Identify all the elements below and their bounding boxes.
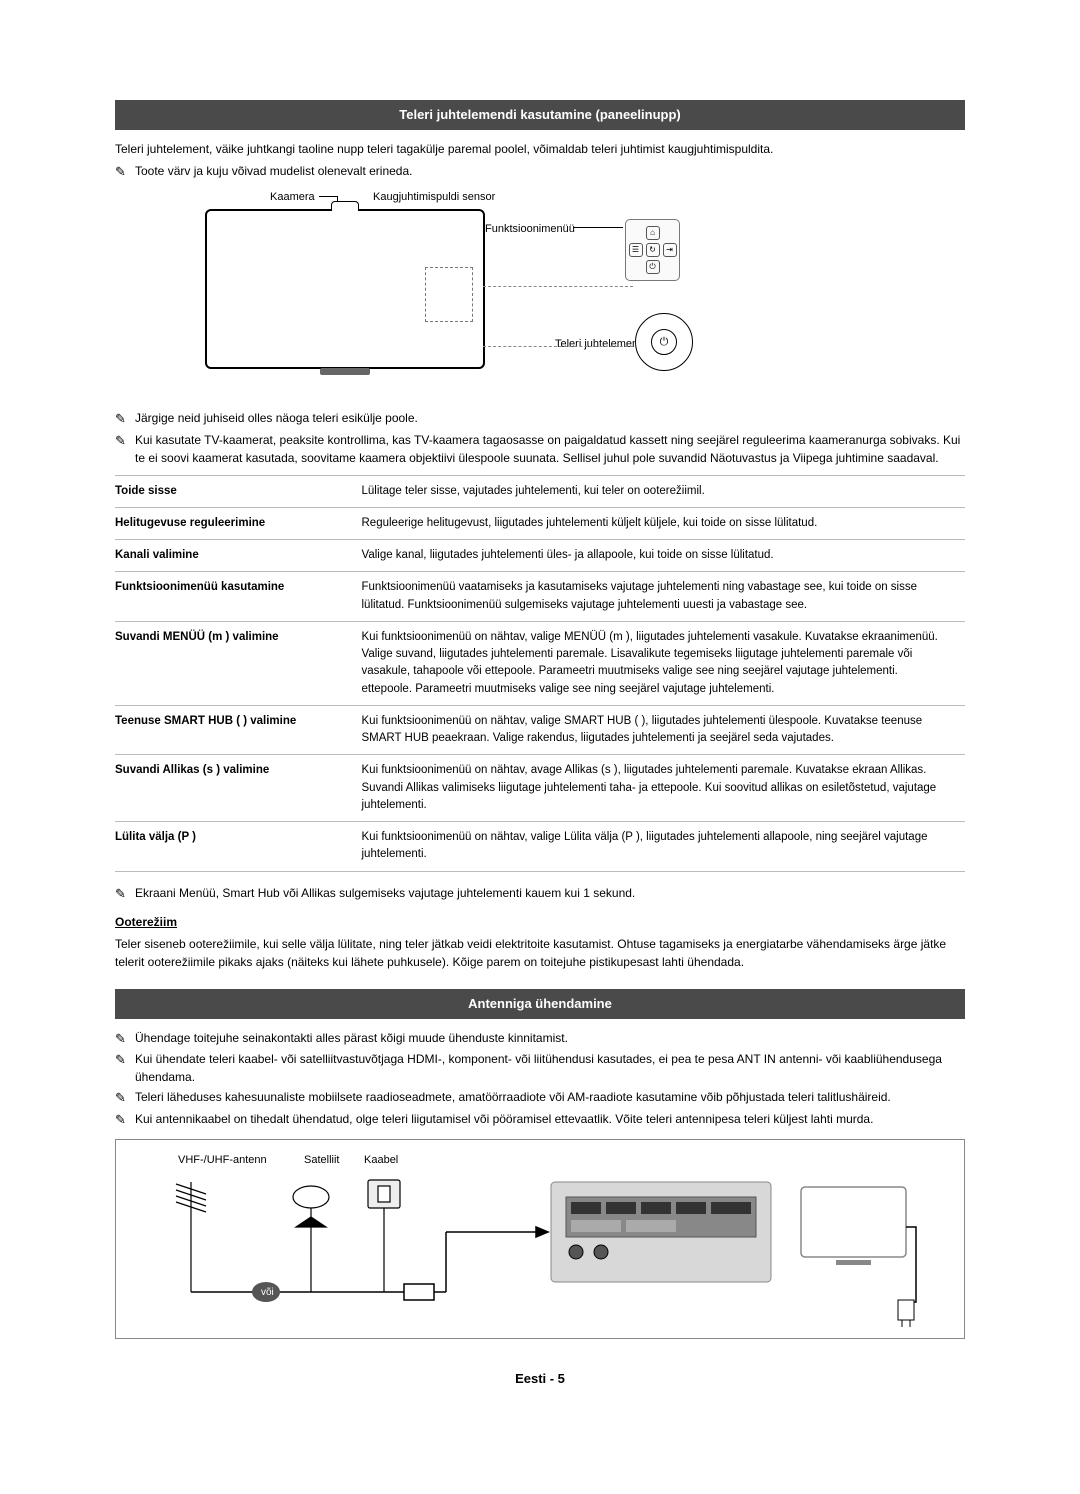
note-row: ✎ Toote värv ja kuju võivad mudelist ole… — [115, 162, 965, 182]
label-or: või — [261, 1285, 274, 1300]
op-name: Lülita välja (P ) — [115, 822, 362, 872]
op-desc: Kui funktsioonimenüü on nähtav, avage Al… — [362, 755, 966, 822]
callout-zoom — [425, 267, 473, 322]
note-icon: ✎ — [115, 1050, 133, 1070]
standby-text: Teler siseneb ooterežiimile, kui selle v… — [115, 935, 965, 971]
op-name: Kanali valimine — [115, 540, 362, 572]
note-icon: ✎ — [115, 1029, 133, 1049]
table-row: Suvandi Allikas (s ) valimineKui funktsi… — [115, 755, 965, 822]
op-name: Suvandi Allikas (s ) valimine — [115, 755, 362, 822]
op-desc: Funktsioonimenüü vaatamiseks ja kasutami… — [362, 572, 966, 622]
source-icon: ⇥ — [663, 243, 677, 257]
note-icon: ✎ — [115, 431, 133, 451]
note-text: Järgige neid juhiseid olles näoga teleri… — [135, 409, 965, 427]
leader-line — [573, 227, 623, 228]
note-text: Ühendage toitejuhe seinakontakti alles p… — [135, 1029, 965, 1047]
dash-leader — [483, 346, 633, 347]
function-menu-panel: ⌂ ☰ ↻ ⇥ ⏻ — [625, 219, 680, 281]
note-text: Kui ühendate teleri kaabel- või satellii… — [135, 1050, 965, 1086]
note-text: Teleri läheduses kahesuunaliste mobiilse… — [135, 1088, 965, 1106]
op-name: Suvandi MENÜÜ (m ) valimine — [115, 621, 362, 705]
table-row: Lülita välja (P )Kui funktsioonimenüü on… — [115, 822, 965, 872]
note-row: ✎Ühendage toitejuhe seinakontakti alles … — [115, 1029, 965, 1049]
note-icon: ✎ — [115, 162, 133, 182]
note-icon: ✎ — [115, 884, 133, 904]
op-name: Helitugevuse reguleerimine — [115, 507, 362, 539]
op-desc: Kui funktsioonimenüü on nähtav, valige M… — [362, 621, 966, 705]
power-icon: ⏻ — [646, 260, 660, 274]
page-footer: Eesti - 5 — [115, 1369, 965, 1389]
note-icon: ✎ — [115, 1088, 133, 1108]
label-satellite: Satelliit — [304, 1152, 339, 1169]
op-name: Funktsioonimenüü kasutamine — [115, 572, 362, 622]
note-row: ✎ Kui kasutate TV-kaamerat, peaksite kon… — [115, 431, 965, 467]
label-camera: Kaamera — [270, 189, 315, 206]
operations-table: Toide sisseLülitage teler sisse, vajutad… — [115, 475, 965, 872]
tv-diagram: Kaamera Kaugjuhtimispuldi sensor Funktsi… — [115, 191, 965, 391]
op-desc: Lülitage teler sisse, vajutades juhtelem… — [362, 475, 966, 507]
op-desc: Valige kanal, liigutades juhtelementi ül… — [362, 540, 966, 572]
op-name: Toide sisse — [115, 475, 362, 507]
tv-outline — [205, 209, 485, 369]
note-row: ✎ Järgige neid juhiseid olles näoga tele… — [115, 409, 965, 429]
note-row: ✎Teleri läheduses kahesuunaliste mobiils… — [115, 1088, 965, 1108]
table-row: Funktsioonimenüü kasutamineFunktsioonime… — [115, 572, 965, 622]
label-funcmenu: Funktsioonimenüü — [485, 221, 575, 238]
dash-leader — [483, 286, 633, 287]
note-row: ✎Kui antennikaabel on tihedalt ühendatud… — [115, 1110, 965, 1130]
intro-text: Teleri juhtelement, väike juhtkangi taol… — [115, 140, 965, 158]
label-cable: Kaabel — [364, 1152, 398, 1169]
note-row: ✎Kui ühendate teleri kaabel- või satelli… — [115, 1050, 965, 1086]
label-sensor: Kaugjuhtimispuldi sensor — [373, 189, 495, 206]
note-content: Kui kasutate TV-kaamerat, peaksite kontr… — [135, 433, 960, 465]
op-desc: Kui funktsioonimenüü on nähtav, valige S… — [362, 705, 966, 755]
table-row: Helitugevuse reguleerimineReguleerige he… — [115, 507, 965, 539]
op-name: Teenuse SMART HUB ( ) valimine — [115, 705, 362, 755]
return-icon: ↻ — [646, 243, 660, 257]
label-control-element: Teleri juhtelement — [555, 336, 641, 353]
table-row: Kanali valimineValige kanal, liigutades … — [115, 540, 965, 572]
op-desc: Kui funktsioonimenüü on nähtav, valige L… — [362, 822, 966, 872]
table-row: Teenuse SMART HUB ( ) valimineKui funkts… — [115, 705, 965, 755]
joystick-control: ⏻ — [635, 313, 693, 371]
smarthub-icon: ⌂ — [646, 226, 660, 240]
antenna-svg — [136, 1172, 926, 1332]
camera-bump — [331, 201, 359, 211]
label-vhf: VHF-/UHF-antenn — [178, 1152, 267, 1169]
table-row: Toide sisseLülitage teler sisse, vajutad… — [115, 475, 965, 507]
antenna-diagram: VHF-/UHF-antenn Satelliit Kaabel — [115, 1139, 965, 1339]
power-icon: ⏻ — [651, 329, 677, 355]
note-text: Kui kasutate TV-kaamerat, peaksite kontr… — [135, 431, 965, 467]
op-desc: Reguleerige helitugevust, liigutades juh… — [362, 507, 966, 539]
leader-line — [319, 196, 337, 197]
standby-heading: Ooterežiim — [115, 913, 965, 931]
note-text: Kui antennikaabel on tihedalt ühendatud,… — [135, 1110, 965, 1128]
table-row: Suvandi MENÜÜ (m ) valimineKui funktsioo… — [115, 621, 965, 705]
note-text: Toote värv ja kuju võivad mudelist olene… — [135, 162, 965, 180]
note-text: Ekraani Menüü, Smart Hub või Allikas sul… — [135, 884, 965, 902]
section-header-antenna: Antenniga ühendamine — [115, 989, 965, 1019]
menu-icon: ☰ — [629, 243, 643, 257]
note-icon: ✎ — [115, 1110, 133, 1130]
note-row: ✎ Ekraani Menüü, Smart Hub või Allikas s… — [115, 884, 965, 904]
note-icon: ✎ — [115, 409, 133, 429]
section-header-control: Teleri juhtelemendi kasutamine (paneelin… — [115, 100, 965, 130]
